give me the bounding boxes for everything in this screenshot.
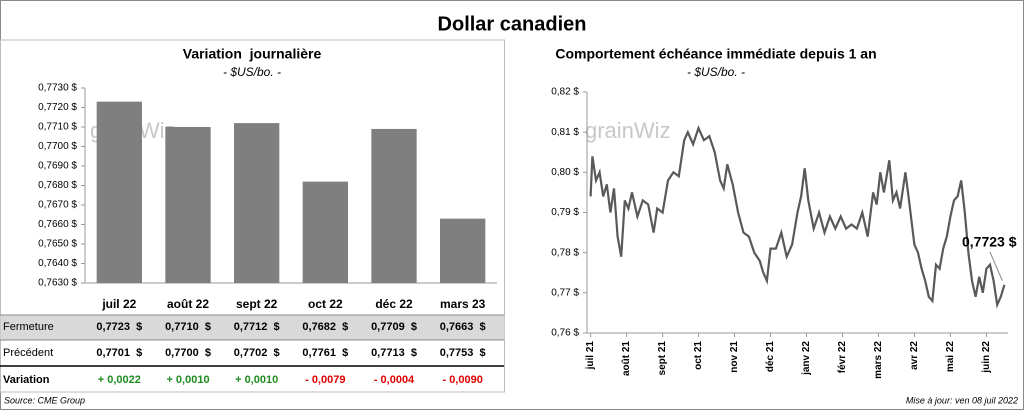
chart-subtitle: - $US/bo. - xyxy=(687,65,745,79)
y-tick-label: 0,7630 $ xyxy=(38,278,77,289)
table-cell: + 0,0010 xyxy=(235,374,278,386)
line xyxy=(589,125,1006,309)
y-tick-label: 0,7720 $ xyxy=(38,102,77,113)
y-tick-label: 0,82 $ xyxy=(551,87,579,98)
table-cell: 0,7702 $ xyxy=(234,347,280,359)
y-tick-label: 0,7730 $ xyxy=(38,83,77,94)
y-tick-label: 0,7670 $ xyxy=(38,200,77,211)
x-tick-label: sept 21 xyxy=(657,341,668,376)
x-tick-label: déc 21 xyxy=(765,341,776,373)
watermark: grainWiz xyxy=(585,118,671,143)
row-label: Variation xyxy=(3,374,50,386)
y-tick-label: 0,7680 $ xyxy=(38,180,77,191)
table-cell: 0,7682 $ xyxy=(302,321,348,333)
table-cell: 0,7710 $ xyxy=(165,321,211,333)
bar xyxy=(165,127,211,283)
row-label: Précédent xyxy=(3,347,53,359)
table-cell: - 0,0079 xyxy=(305,374,345,386)
table-cell: 0,7712 $ xyxy=(234,321,280,333)
y-tick-label: 0,7710 $ xyxy=(38,122,77,133)
x-tick-label: janv 22 xyxy=(801,341,812,376)
x-tick-label: mai 22 xyxy=(945,341,956,373)
y-tick-label: 0,80 $ xyxy=(551,167,579,178)
table-cell: 0,7753 $ xyxy=(440,347,486,359)
y-tick-label: 0,7640 $ xyxy=(38,258,77,269)
x-tick-label: mars 23 xyxy=(440,297,486,311)
x-tick-label: avr 22 xyxy=(909,341,920,370)
bar xyxy=(96,101,142,284)
x-tick-label: sept 22 xyxy=(236,297,278,311)
bar xyxy=(234,123,280,283)
table-cell: + 0,0010 xyxy=(166,374,209,386)
y-tick-label: 0,81 $ xyxy=(551,127,579,138)
table-cell: - 0,0004 xyxy=(374,374,415,386)
table-cell: 0,7700 $ xyxy=(165,347,211,359)
y-tick-label: 0,7690 $ xyxy=(38,161,77,172)
updated: Mise à jour: ven 08 juil 2022 xyxy=(906,395,1018,405)
chart-subtitle: - $US/bo. - xyxy=(223,65,281,79)
bar xyxy=(302,181,348,283)
y-tick-label: 0,77 $ xyxy=(551,287,579,298)
x-tick-label: juil 22 xyxy=(101,297,136,311)
x-tick-label: août 22 xyxy=(167,297,209,311)
bar xyxy=(371,128,417,283)
table-cell: 0,7663 $ xyxy=(440,321,486,333)
x-tick-label: nov 21 xyxy=(729,341,740,373)
x-tick-label: juin 22 xyxy=(981,341,992,374)
x-tick-label: déc 22 xyxy=(375,297,413,311)
y-tick-label: 0,76 $ xyxy=(551,328,579,339)
table-cell: + 0,0022 xyxy=(98,374,141,386)
row-label: Fermeture xyxy=(3,321,54,333)
left-panel xyxy=(0,39,505,393)
row-band xyxy=(0,315,505,340)
x-tick-label: juil 21 xyxy=(585,341,596,371)
chart-title: Comportement échéance immédiate depuis 1… xyxy=(555,46,876,62)
bar xyxy=(440,218,486,283)
x-tick-label: oct 22 xyxy=(308,297,343,311)
chart-title: Variation journalière xyxy=(183,46,322,62)
annotation: 0,7723 $ xyxy=(962,234,1017,250)
x-tick-label: août 21 xyxy=(621,341,632,376)
table-cell: 0,7701 $ xyxy=(96,347,142,359)
table-cell: 0,7709 $ xyxy=(371,321,417,333)
table-cell: - 0,0090 xyxy=(442,374,482,386)
y-tick-label: 0,7700 $ xyxy=(38,141,77,152)
table-cell: 0,7761 $ xyxy=(302,347,348,359)
x-tick-label: févr 22 xyxy=(837,341,848,374)
table-cell: 0,7723 $ xyxy=(96,321,142,333)
page-title: Dollar canadien xyxy=(438,13,587,35)
annotation-leader xyxy=(989,251,1003,281)
y-tick-label: 0,7650 $ xyxy=(38,239,77,250)
y-tick-label: 0,7660 $ xyxy=(38,219,77,230)
source: Source: CME Group xyxy=(4,395,85,405)
x-tick-label: mars 22 xyxy=(873,341,884,379)
y-tick-label: 0,79 $ xyxy=(551,207,579,218)
y-tick-label: 0,78 $ xyxy=(551,247,579,258)
x-tick-label: oct 21 xyxy=(693,341,704,370)
table-cell: 0,7713 $ xyxy=(371,347,417,359)
